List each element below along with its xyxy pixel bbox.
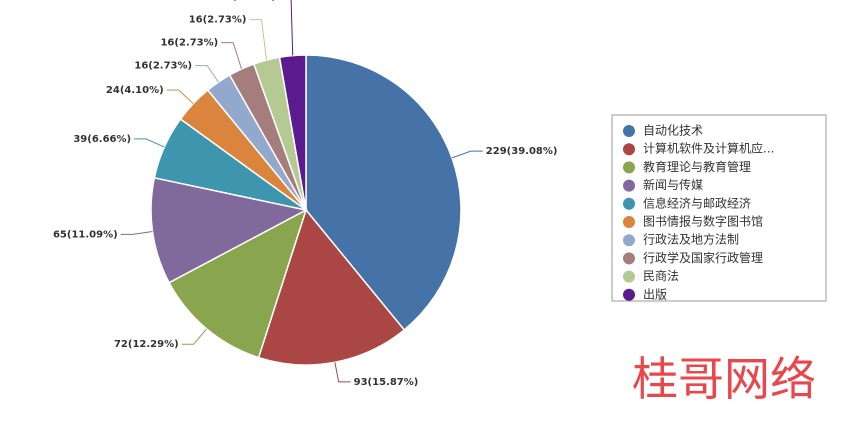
leader-line bbox=[334, 362, 351, 383]
legend-marker bbox=[623, 288, 635, 301]
data-label: 24(4.10%) bbox=[106, 85, 164, 96]
legend-label: 信息经济与邮政经济 bbox=[643, 195, 751, 210]
legend-label: 行政法及地方法制 bbox=[643, 232, 739, 247]
legend-label: 新闻与传媒 bbox=[643, 177, 703, 192]
legend-marker bbox=[623, 252, 635, 265]
leader-line bbox=[181, 328, 207, 345]
legend-marker bbox=[623, 143, 635, 156]
data-label: 229(39.08%) bbox=[486, 146, 558, 157]
data-label: 16(2.73%) bbox=[189, 15, 247, 26]
leader-line bbox=[120, 231, 153, 235]
data-label: 16(2.73%) bbox=[218, 0, 276, 3]
watermark: 桂哥网络 bbox=[632, 352, 816, 406]
pie-slice bbox=[150, 176, 309, 284]
legend-label: 教育理论与教育管理 bbox=[643, 159, 751, 174]
leader-line bbox=[166, 89, 194, 105]
leader-line bbox=[451, 150, 483, 159]
data-label: 65(11.09%) bbox=[53, 229, 118, 240]
legend-label: 行政学及国家行政管理 bbox=[643, 250, 763, 265]
data-label: 39(6.66%) bbox=[73, 134, 131, 145]
leader-line bbox=[221, 42, 243, 70]
legend-label: 计算机软件及计算机应... bbox=[643, 141, 774, 156]
legend-label: 图书情报与数字图书馆 bbox=[643, 214, 763, 229]
legend-label: 自动化技术 bbox=[643, 124, 703, 138]
leader-line bbox=[134, 138, 165, 148]
legend-marker bbox=[623, 270, 635, 283]
data-label: 93(15.87%) bbox=[354, 377, 419, 388]
legend-label: 出版 bbox=[643, 287, 667, 301]
legend-marker bbox=[623, 234, 635, 247]
leader-line bbox=[290, 0, 294, 56]
legend-marker bbox=[623, 179, 635, 192]
legend-box bbox=[611, 114, 827, 302]
pie-slice bbox=[257, 208, 406, 366]
legend-marker bbox=[623, 197, 635, 210]
legend-label: 民商法 bbox=[643, 268, 679, 283]
data-label: 16(2.73%) bbox=[160, 38, 218, 49]
legend-marker bbox=[623, 161, 635, 174]
data-label: 16(2.73%) bbox=[134, 61, 192, 72]
pie-slice bbox=[305, 54, 462, 331]
leader-line bbox=[195, 65, 219, 83]
legend-marker bbox=[623, 216, 635, 228]
leader-line bbox=[249, 19, 268, 61]
data-label: 72(12.29%) bbox=[114, 339, 179, 350]
legend-marker bbox=[623, 125, 635, 137]
